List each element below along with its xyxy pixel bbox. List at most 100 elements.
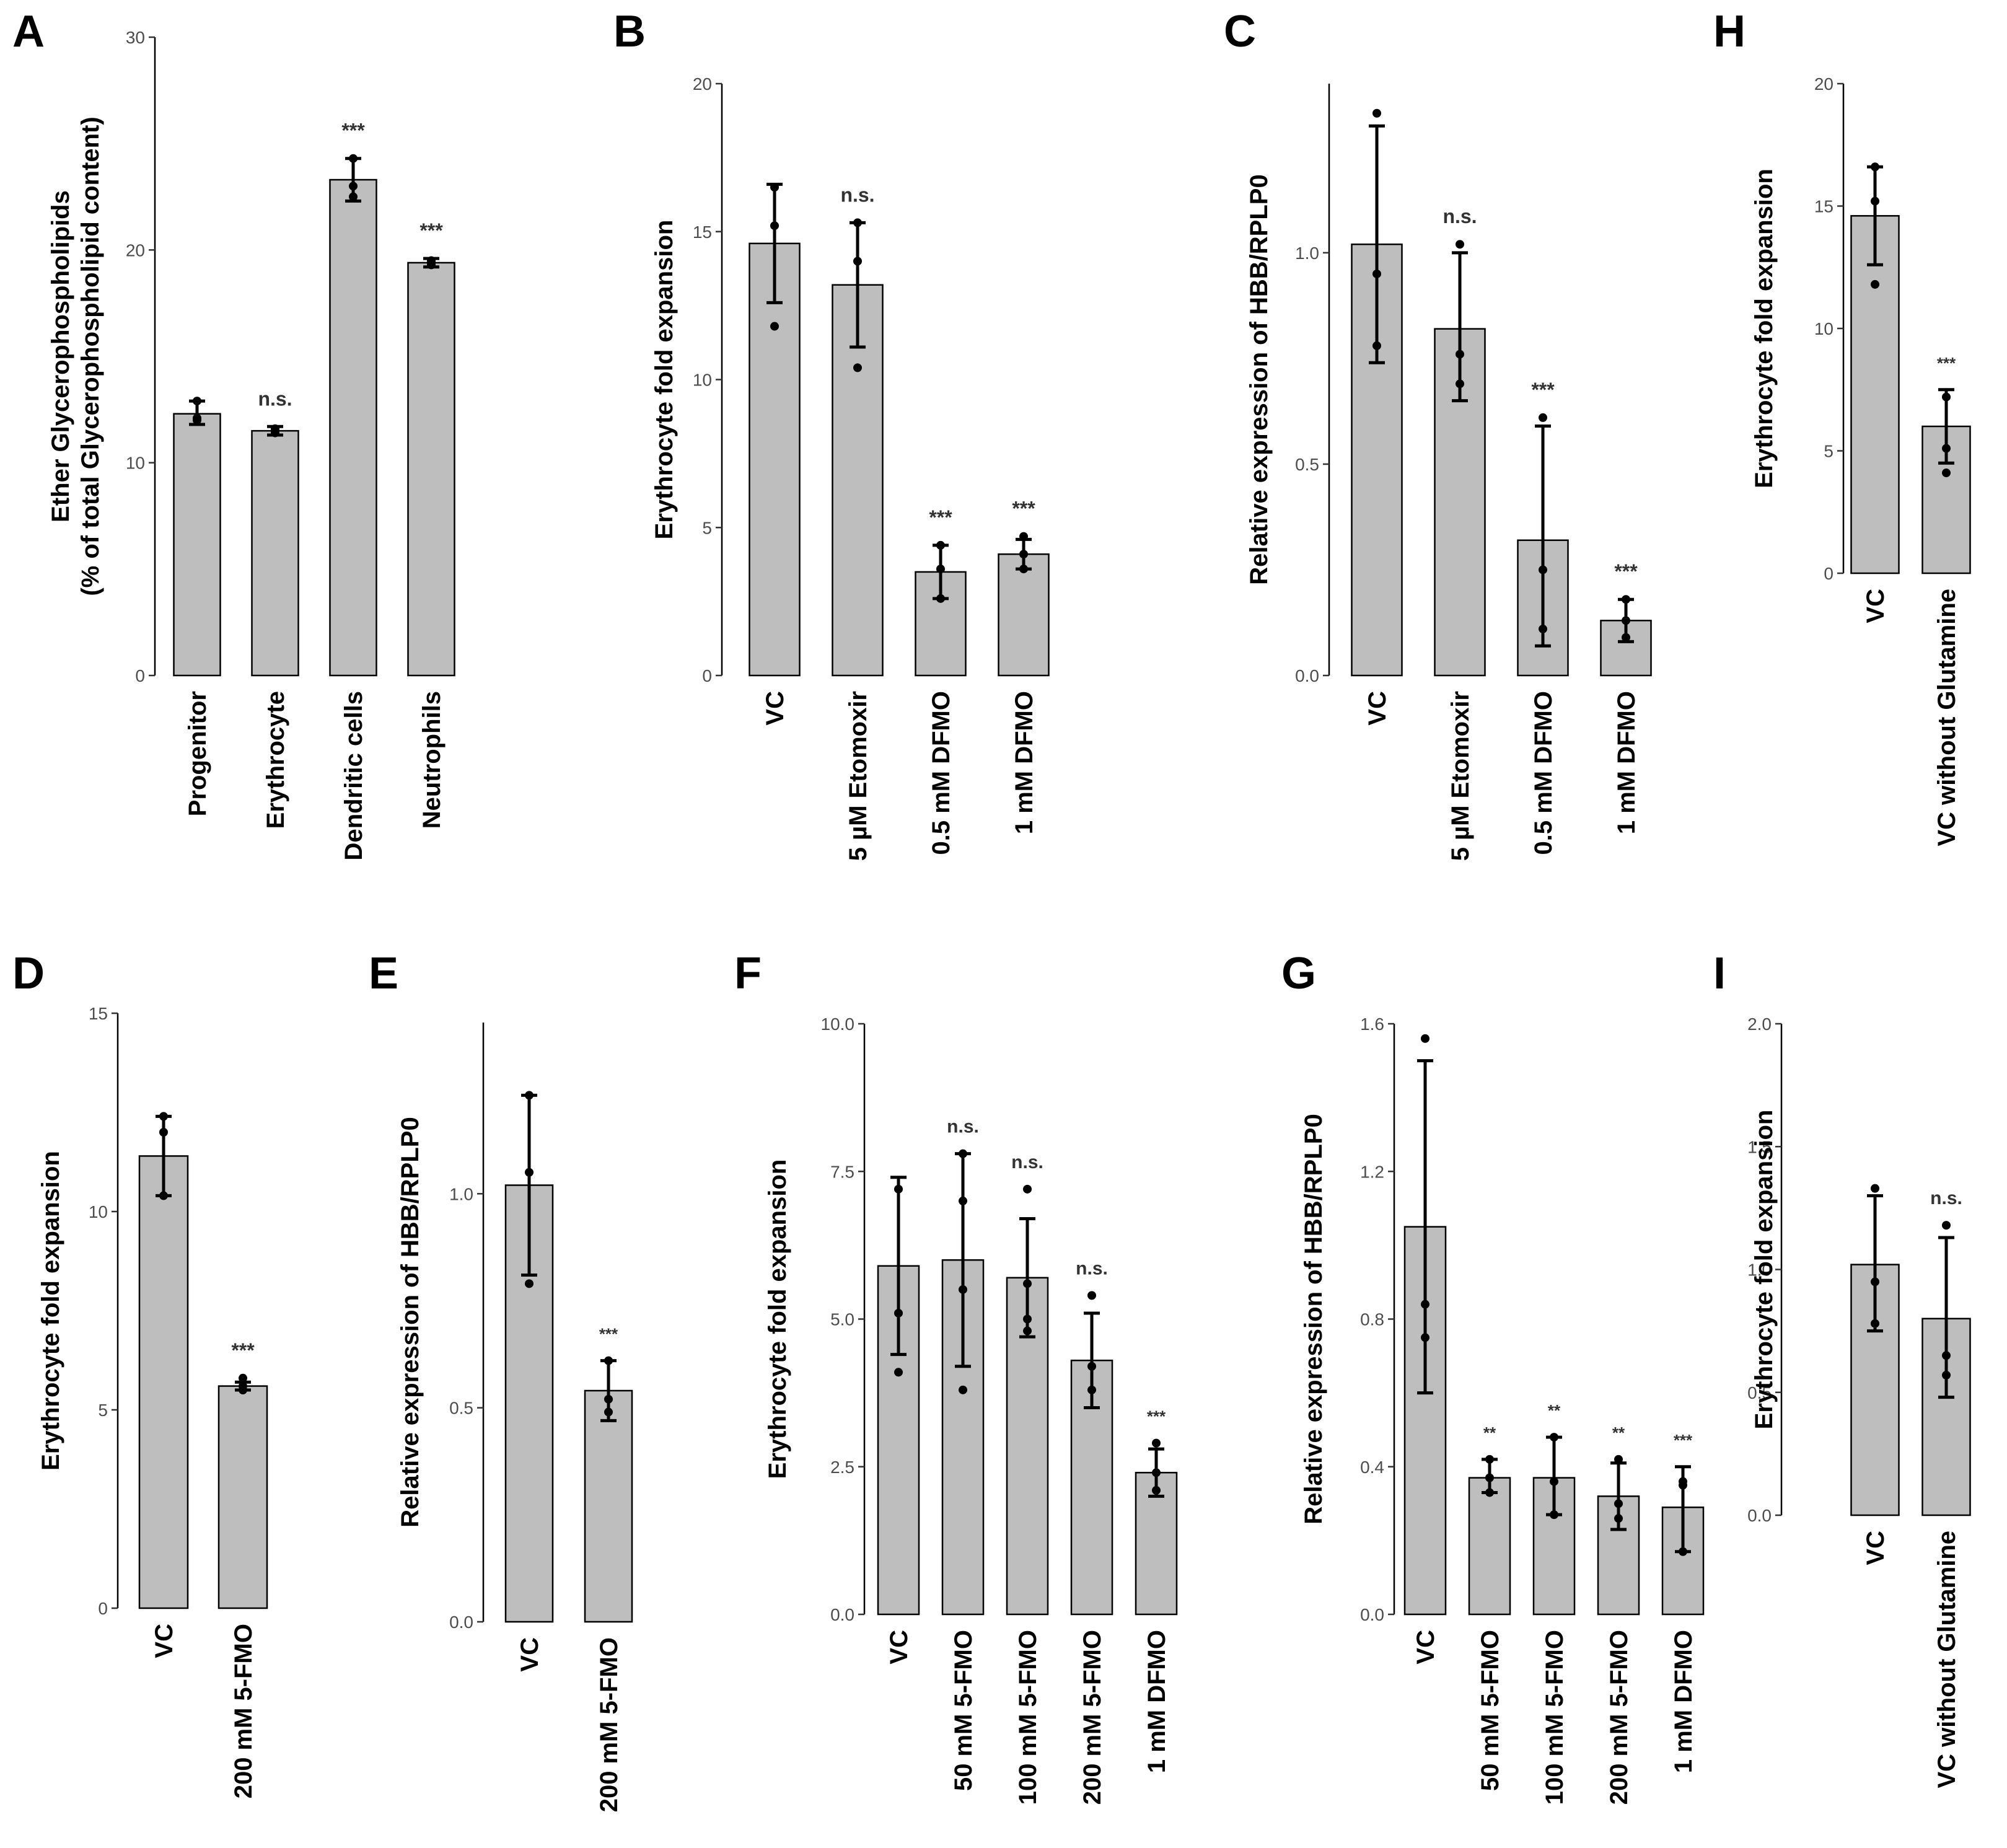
category-label: Dendritic cells [340,691,367,860]
bar [407,262,455,677]
y-tick-label: 10 [126,454,145,473]
significance-label: n.s. [1076,1258,1108,1278]
significance-label: n.s. [1930,1188,1962,1208]
panel-letter: B [613,7,646,56]
category-label: Progenitor [184,691,211,816]
data-point [239,1373,247,1383]
error-bar [1535,425,1551,648]
data-point [1023,1326,1032,1335]
panel-c: C 0.0 0.5 1.0 Relative expression of HBB/RPL… [1224,7,1652,861]
data-point [1087,1291,1096,1300]
data-point [1456,379,1464,389]
data-point [853,218,862,227]
data-point [1152,1468,1161,1477]
y-tick-label: 0.0 [830,1605,854,1624]
data-point [770,322,779,331]
panel-d: D 0 5 10 15 Erythrocyte fold expansion VC *** 20… [12,949,268,1798]
data-point [1942,1351,1951,1360]
y-tick-label: 15 [693,222,712,242]
data-point [1871,279,1879,289]
category-label: 5 µM Etomoxir [845,691,872,861]
y-tick-label: 7.5 [830,1162,854,1181]
data-point [349,154,358,163]
category-label: 1 mM DFMO [1011,691,1038,834]
data-point [1019,550,1028,559]
category-label: 100 mM 5-FMO [1541,1630,1568,1805]
y-axis-title: Relative expression of HBB/RPLP0 [1245,174,1273,584]
data-point [349,182,358,191]
data-point [1152,1438,1161,1448]
y-tick-label: 1.6 [1360,1014,1384,1034]
data-point [1019,532,1028,541]
significance-label: *** [231,1339,255,1362]
panel-i: I 0.0 0.5 1.0 1.5 2.0 Erythrocyte fold expansi… [1713,949,1971,1789]
data-point [1550,1433,1558,1442]
data-point [959,1149,967,1158]
data-point [1019,565,1028,574]
data-point [1485,1473,1494,1482]
panel-a: A 0 10 20 30 Ether Glycerophospholipids (% of … [12,7,455,860]
significance-label: *** [1674,1431,1693,1450]
data-point [1871,1184,1879,1193]
data-point [1372,269,1381,278]
data-point [894,1184,903,1194]
bar [1850,215,1900,574]
bar [329,178,377,677]
bar [1468,1477,1511,1616]
y-tick-label: 20 [126,240,145,260]
data-point [1421,1034,1429,1043]
data-point [959,1285,967,1294]
y-tick-label: 2.0 [1747,1014,1772,1034]
data-point [1550,1510,1558,1520]
category-label: 1 mM DFMO [1143,1630,1170,1773]
y-tick-label: 0.5 [1747,1383,1772,1402]
category-label: VC [1412,1630,1439,1665]
data-point [1679,1547,1687,1556]
category-label: VC [151,1624,178,1658]
significance-label: n.s. [258,387,292,410]
bar [941,1259,985,1616]
panel-letter: H [1713,7,1746,56]
category-label: VC [1862,1531,1889,1565]
y-tick-label: 5.0 [830,1310,854,1329]
y-axis-title: Erythrocyte fold expansion [764,1159,791,1479]
significance-label: *** [1531,379,1555,401]
data-point [159,1128,168,1137]
data-point [525,1168,534,1177]
data-point [427,258,436,267]
y-tick-label: 0 [1824,564,1834,583]
data-point [959,1385,967,1394]
y-tick-label: 0.0 [1360,1605,1384,1624]
y-tick-label: 0 [98,1599,108,1618]
data-point [1539,565,1547,574]
panel-letter: I [1713,949,1726,998]
data-point [1539,413,1547,422]
data-point [1456,240,1464,249]
data-point [1087,1362,1096,1371]
data-point [1871,1319,1879,1328]
y-axis-title: Erythrocyte fold expansion [37,1151,64,1471]
data-point [525,1091,534,1100]
data-point [1485,1488,1494,1497]
y-tick-label: 0.4 [1360,1458,1384,1477]
y-tick-label: 1.2 [1360,1162,1384,1181]
category-label: Neutrophils [418,691,446,829]
data-point [936,594,945,603]
significance-label: *** [1937,354,1956,372]
y-tick-label: 0.0 [1295,666,1319,685]
panel-g: G 0.0 0.4 0.8 1.2 1.6 Relative expression of H… [1281,949,1705,1805]
data-point [159,1112,168,1121]
data-point [271,426,279,436]
category-label: 50 mM 5-FMO [950,1630,977,1791]
data-point [1023,1184,1032,1194]
data-point [1023,1314,1032,1324]
significance-label: n.s. [1443,205,1477,227]
data-point [1942,444,1951,453]
bar [749,242,801,677]
y-axis-title: (% of total Glycerophospholipid content) [77,117,104,596]
data-point [1485,1454,1494,1464]
data-point [770,183,779,192]
data-point [1023,1279,1032,1288]
bar [1403,1226,1447,1616]
